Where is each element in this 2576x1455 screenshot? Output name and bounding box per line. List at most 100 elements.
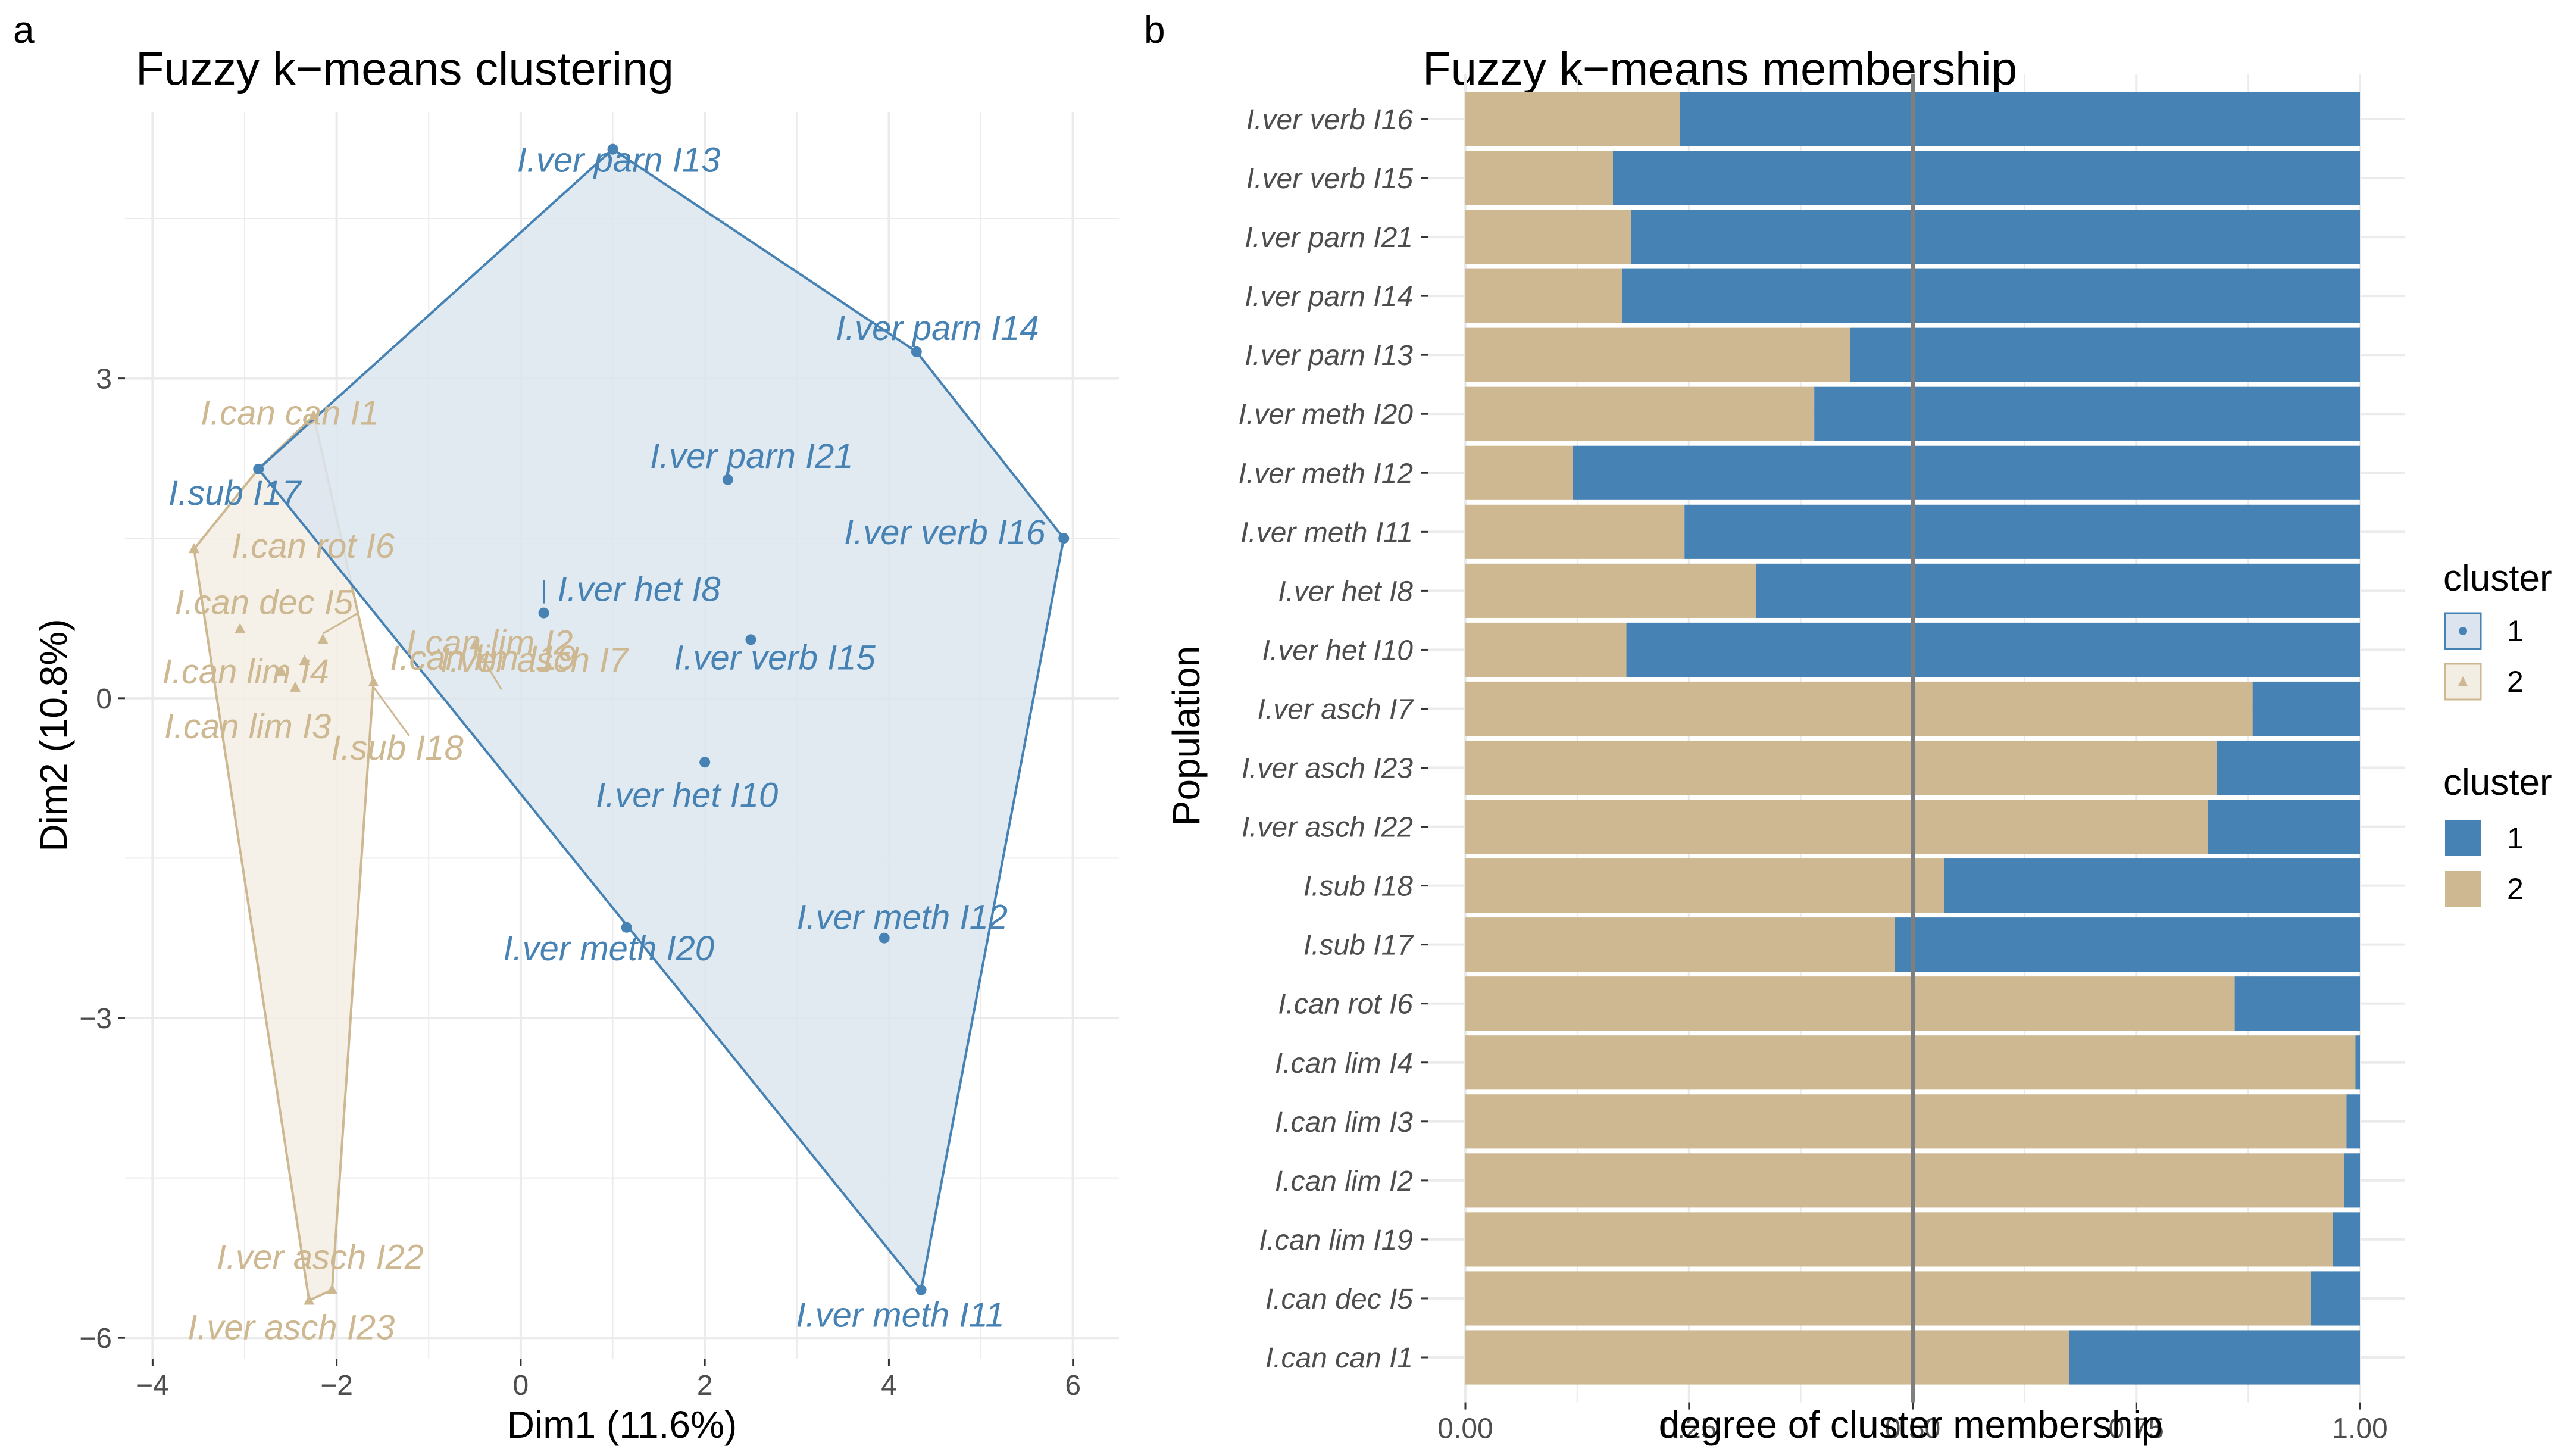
bar-cluster1-i-ver-parn-i21 bbox=[1631, 210, 2360, 264]
bar-cluster2-i-can-lim-i2 bbox=[1465, 1153, 2344, 1208]
bar-cluster2-i-ver-parn-i13 bbox=[1465, 327, 1850, 382]
point-label-i-can-lim-i2: I.can lim I2 bbox=[406, 623, 573, 662]
scatter-x-tick-label: 2 bbox=[697, 1370, 713, 1401]
scatter-y-tick-label: 3 bbox=[96, 364, 112, 395]
population-label-i-ver-meth-i20: I.ver meth I20 bbox=[1239, 399, 1414, 430]
legend-points-label-2: 2 bbox=[2507, 665, 2524, 698]
legend-bars-title: cluster bbox=[2443, 762, 2552, 803]
point-i-can-lim-i4 bbox=[276, 666, 287, 676]
bar-cluster2-i-can-lim-i3 bbox=[1465, 1094, 2347, 1149]
population-label-i-ver-parn-i13: I.ver parn I13 bbox=[1245, 340, 1413, 371]
point-label-i-can-dec-i5: I.can dec I5 bbox=[174, 583, 354, 622]
population-label-i-ver-asch-i7: I.ver asch I7 bbox=[1258, 694, 1415, 725]
point-label-i-ver-asch-i7: I.ver asch I7 bbox=[440, 641, 630, 679]
point-i-sub-i18 bbox=[368, 676, 379, 686]
point-i-ver-asch-i23 bbox=[304, 1294, 315, 1305]
membership-x-tick-label: 1.00 bbox=[2332, 1413, 2387, 1445]
bar-cluster2-i-ver-verb-i16 bbox=[1465, 92, 1680, 146]
legend-points-dot-1 bbox=[2459, 627, 2467, 635]
bar-cluster1-i-ver-asch-i22 bbox=[2208, 800, 2360, 854]
bar-cluster1-i-ver-parn-i13 bbox=[1850, 327, 2360, 382]
point-label-i-ver-meth-i12: I.ver meth I12 bbox=[796, 898, 1008, 937]
point-label-i-ver-verb-i15: I.ver verb I15 bbox=[674, 638, 876, 677]
population-label-i-can-can-i1: I.can can I1 bbox=[1265, 1342, 1413, 1374]
cluster-1-hull bbox=[257, 148, 1065, 1293]
membership-title: Fuzzy k−means membership bbox=[1423, 42, 2017, 95]
bar-cluster1-i-can-lim-i4 bbox=[2355, 1035, 2360, 1090]
scatter-x-tick-label: 0 bbox=[513, 1370, 529, 1401]
point-i-can-can-i1 bbox=[308, 410, 319, 420]
scatter-panel: a Fuzzy k−means clustering I.ver parn I1… bbox=[13, 8, 1119, 1446]
point-i-ver-asch-i22 bbox=[326, 1284, 337, 1294]
bar-cluster1-i-sub-i18 bbox=[1944, 858, 2360, 913]
point-i-sub-i17 bbox=[253, 463, 264, 474]
point-i-can-dec-i5 bbox=[235, 623, 246, 633]
population-label-i-ver-het-i8: I.ver het I8 bbox=[1278, 576, 1413, 607]
bar-cluster2-i-can-lim-i19 bbox=[1465, 1212, 2333, 1267]
bar-cluster2-i-ver-meth-i20 bbox=[1465, 386, 1815, 441]
population-label-i-can-lim-i4: I.can lim I4 bbox=[1275, 1048, 1413, 1079]
point-i-ver-verb-i16 bbox=[1058, 533, 1070, 544]
membership-x-tick-label: 0.50 bbox=[1885, 1413, 1940, 1445]
scatter-x-tick-label: 6 bbox=[1065, 1370, 1081, 1401]
label-leader-i-can-lim-i2 bbox=[322, 612, 359, 635]
point-i-can-lim-i19 bbox=[299, 655, 310, 666]
scatter-y-axis-title: Dim2 (10.8%) bbox=[32, 619, 75, 851]
bar-cluster2-i-ver-het-i10 bbox=[1465, 622, 1627, 677]
point-label-i-ver-asch-i22: I.ver asch I22 bbox=[217, 1238, 424, 1277]
population-labels: I.ver verb I16 I.ver verb I15 I.ver parn I… bbox=[1239, 104, 1428, 1374]
point-label-i-ver-parn-i13: I.ver parn I13 bbox=[517, 141, 721, 180]
bar-cluster1-i-ver-asch-i23 bbox=[2217, 740, 2360, 795]
legend-points-title: cluster bbox=[2443, 558, 2552, 599]
bar-cluster1-i-ver-meth-i11 bbox=[1684, 504, 2360, 559]
population-label-i-sub-i17: I.sub I17 bbox=[1303, 930, 1414, 961]
bar-cluster2-i-sub-i18 bbox=[1465, 858, 1944, 913]
population-label-i-ver-het-i10: I.ver het I10 bbox=[1262, 635, 1414, 666]
point-i-ver-meth-i20 bbox=[621, 922, 632, 933]
label-leader-i-ver-asch-i7 bbox=[474, 644, 502, 691]
point-i-ver-het-i8 bbox=[538, 607, 549, 619]
point-i-ver-parn-i13 bbox=[607, 143, 618, 155]
panel-a-letter: a bbox=[13, 8, 35, 51]
scatter-title: Fuzzy k−means clustering bbox=[136, 42, 674, 95]
bar-cluster1-i-can-lim-i2 bbox=[2343, 1153, 2360, 1208]
bar-cluster1-i-ver-het-i8 bbox=[1756, 563, 2360, 618]
scatter-y-tick-label: −3 bbox=[79, 1003, 112, 1035]
population-label-i-can-rot-i6: I.can rot I6 bbox=[1278, 989, 1413, 1020]
bar-cluster2-i-can-lim-i4 bbox=[1465, 1035, 2356, 1090]
bar-cluster1-i-can-can-i1 bbox=[2069, 1330, 2360, 1385]
bar-cluster2-i-can-can-i1 bbox=[1465, 1330, 2069, 1385]
cluster-legend-points: cluster 1 2 bbox=[2443, 558, 2552, 701]
point-label-i-ver-het-i10: I.ver het I10 bbox=[596, 776, 778, 814]
bar-cluster1-i-sub-i17 bbox=[1895, 917, 2360, 972]
membership-bars bbox=[1465, 92, 2360, 1385]
population-label-i-ver-asch-i23: I.ver asch I23 bbox=[1242, 753, 1413, 785]
scatter-points bbox=[188, 143, 1070, 1305]
point-i-ver-meth-i11 bbox=[915, 1284, 927, 1295]
bar-cluster2-i-ver-verb-i15 bbox=[1465, 151, 1613, 205]
bar-cluster1-i-ver-parn-i14 bbox=[1622, 268, 2360, 323]
population-label-i-ver-parn-i14: I.ver parn I14 bbox=[1245, 281, 1413, 313]
membership-x-ticks: 0.00 0.25 0.50 0.75 1.00 bbox=[1437, 1402, 2388, 1445]
point-label-i-sub-i18: I.sub I18 bbox=[331, 729, 463, 767]
legend-points-label-1: 1 bbox=[2507, 614, 2524, 648]
population-label-i-can-dec-i5: I.can dec I5 bbox=[1265, 1284, 1413, 1315]
cluster-legend-bars: cluster 1 2 bbox=[2443, 762, 2552, 907]
point-i-ver-asch-i7 bbox=[469, 639, 480, 650]
point-i-ver-het-i10 bbox=[699, 757, 711, 768]
point-i-can-rot-i6 bbox=[188, 543, 199, 554]
bar-cluster1-i-ver-meth-i12 bbox=[1573, 445, 2360, 500]
bar-cluster2-i-ver-meth-i12 bbox=[1465, 445, 1573, 500]
bar-cluster1-i-ver-asch-i7 bbox=[2252, 681, 2360, 736]
point-label-i-ver-het-i8: I.ver het I8 bbox=[558, 570, 721, 609]
point-label-i-ver-meth-i11: I.ver meth I11 bbox=[796, 1296, 1004, 1335]
population-label-i-ver-asch-i22: I.ver asch I22 bbox=[1242, 812, 1413, 844]
point-i-ver-parn-i21 bbox=[722, 474, 733, 485]
bar-cluster1-i-ver-meth-i20 bbox=[1814, 386, 2360, 441]
bar-cluster2-i-ver-asch-i23 bbox=[1465, 740, 2217, 795]
point-label-i-ver-verb-i16: I.ver verb I16 bbox=[844, 513, 1046, 552]
bar-cluster1-i-ver-het-i10 bbox=[1626, 622, 2360, 677]
scatter-x-tick-label: −2 bbox=[320, 1370, 353, 1401]
bar-cluster2-i-ver-asch-i22 bbox=[1465, 800, 2208, 854]
population-label-i-ver-verb-i15: I.ver verb I15 bbox=[1246, 163, 1413, 195]
